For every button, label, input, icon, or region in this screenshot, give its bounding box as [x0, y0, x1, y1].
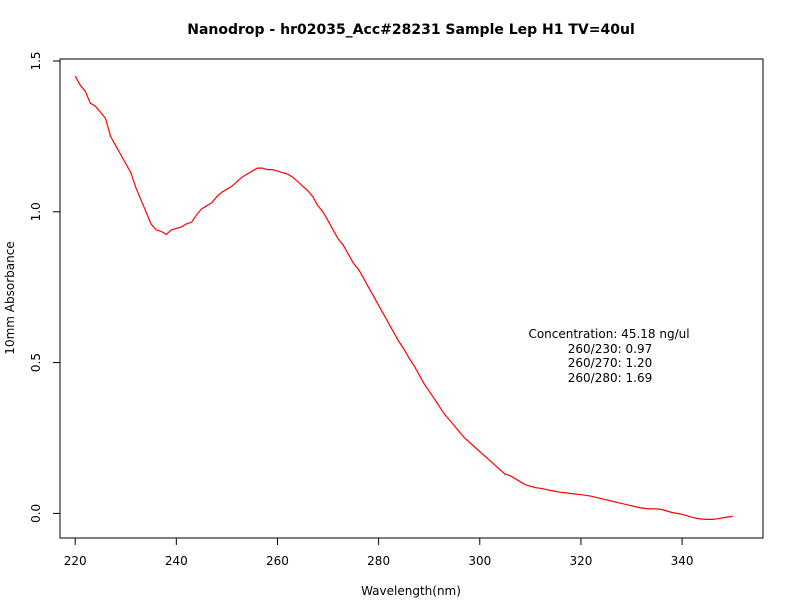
x-tick-label: 220 [64, 554, 87, 568]
annotation-260-270: 260/270: 1.20 [568, 356, 652, 370]
x-tick-label: 280 [367, 554, 390, 568]
annotation-concentration: Concentration: 45.18 ng/ul [528, 327, 689, 341]
y-tick-label: 1.0 [29, 202, 43, 221]
y-axis: 0.0 0.5 1.0 1.5 [29, 51, 61, 523]
chart-title: Nanodrop - hr02035_Acc#28231 Sample Lep … [187, 22, 635, 38]
y-tick-label: 1.5 [29, 51, 43, 70]
absorbance-series-line [74, 75, 733, 521]
x-tick-label: 340 [671, 554, 694, 568]
plot-frame [59, 58, 764, 539]
annotation-260-280: 260/280: 1.69 [568, 371, 652, 385]
x-tick-label: 260 [266, 554, 289, 568]
y-tick-label: 0.0 [29, 504, 43, 523]
x-axis-label: Wavelength(nm) [361, 584, 461, 598]
x-axis: 220 240 260 280 300 320 340 [64, 537, 694, 568]
x-tick-label: 300 [468, 554, 491, 568]
x-tick-label: 240 [165, 554, 188, 568]
y-tick-label: 0.5 [29, 353, 43, 372]
series-layer [74, 75, 733, 521]
y-axis-label: 10mm Absorbance [3, 241, 17, 354]
x-tick-label: 320 [569, 554, 592, 568]
annotation-260-230: 260/230: 0.97 [568, 342, 652, 356]
concentration-annotation: Concentration: 45.18 ng/ul 260/230: 0.97… [528, 327, 689, 385]
